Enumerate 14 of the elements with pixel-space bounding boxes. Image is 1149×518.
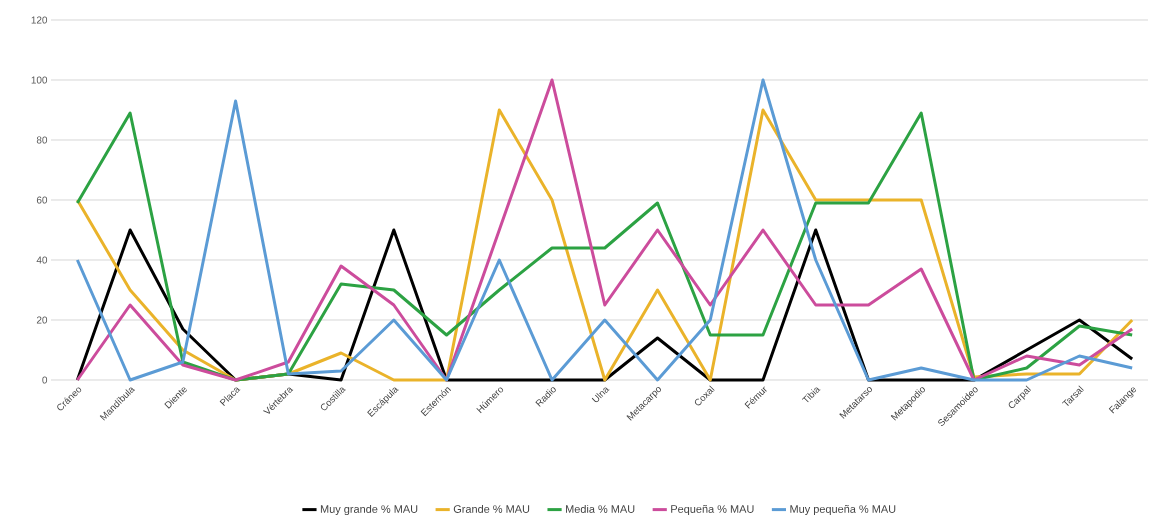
y-tick-label: 120 — [31, 16, 48, 24]
legend-label: Grande % MAU — [453, 504, 530, 513]
y-tick-label: 60 — [36, 196, 48, 204]
y-tick-label: 40 — [36, 256, 48, 264]
y-tick-label: 80 — [36, 136, 48, 144]
legend-label: Pequeña % MAU — [671, 504, 754, 516]
legend-label: Media % MAU — [566, 504, 635, 513]
y-tick-label: 20 — [36, 316, 48, 324]
legend-label: Muy grande % MAU — [320, 504, 418, 516]
y-tick-label: 0 — [42, 376, 48, 384]
legend-label: Muy pequeña % MAU — [790, 504, 896, 516]
y-tick-label: 100 — [31, 76, 48, 84]
x-tick-label: Ulna — [591, 387, 610, 403]
x-tick-label: Tibia — [801, 387, 821, 403]
